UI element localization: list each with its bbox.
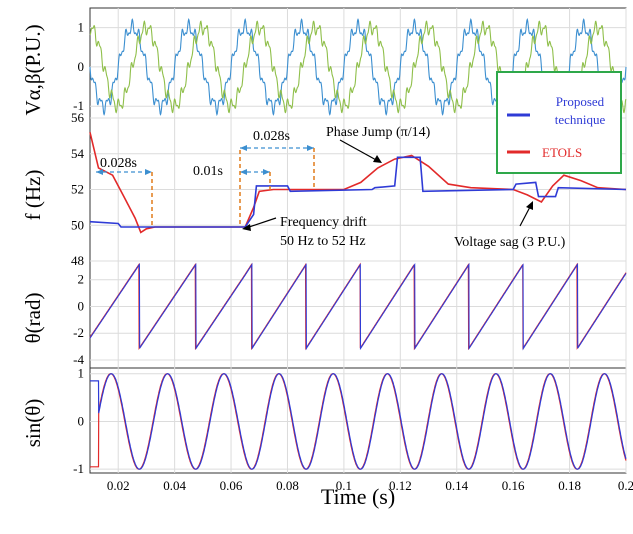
dim-arrow-1a — [96, 169, 103, 175]
phase-jump-arrow-line — [339, 139, 379, 162]
y-tick-1-4: 48 — [71, 253, 84, 268]
y-tick-1-1: 54 — [71, 146, 85, 161]
dim-arrow-2b — [263, 169, 270, 175]
y-tick-1-2: 52 — [71, 182, 84, 197]
x-tick-7: 0.16 — [502, 478, 525, 493]
dim-arrow-3a — [240, 145, 247, 151]
y-axis-label-voltage: Vα,β(P.U.) — [21, 24, 45, 115]
legend-box — [496, 71, 622, 174]
annotation-phase-jump: Phase Jump (π/14) — [326, 125, 431, 140]
x-tick-0: 0.02 — [107, 478, 130, 493]
x-tick-labels: 0.02 0.04 0.06 0.08 0.1 0.12 0.14 0.16 0.18 0.2 — [107, 478, 633, 493]
legend-label-proposed-line2: technique — [555, 112, 606, 127]
phase-series-proposed — [89, 262, 627, 351]
y-tick-0-2: -1 — [73, 98, 84, 113]
y-tick-2-3: -4 — [73, 352, 84, 367]
x-tick-8: 0.18 — [558, 478, 581, 493]
dim-arrow-2a — [240, 169, 247, 175]
x-tick-3: 0.08 — [276, 478, 299, 493]
y-axis-label-phase: θ(rad) — [21, 293, 45, 344]
ylabel-phase: θ(rad) — [21, 293, 45, 344]
x-tick-2: 0.06 — [220, 478, 243, 493]
y-tick-2-2: -2 — [73, 325, 84, 340]
dim-arrow-3b — [307, 145, 314, 151]
y-tick-3-0: 1 — [78, 366, 85, 381]
annotation-d3: 0.028s — [253, 129, 290, 144]
dim-arrow-1b — [145, 169, 152, 175]
legend-label-proposed-line1: Proposed — [556, 94, 605, 109]
annotation-freq-drift-1: Frequency drift — [280, 215, 367, 230]
frequency-series-proposed — [89, 156, 627, 228]
y-tick-1-0: 56 — [71, 110, 85, 125]
y-axis-label-frequency: f (Hz) — [21, 170, 45, 221]
voltage-sag-arrow-line — [519, 204, 532, 227]
voltage-sag-arrow-head — [526, 201, 533, 210]
x-tick-5: 0.12 — [389, 478, 412, 493]
ylabel-voltage: Vα,β(P.U.) — [21, 24, 45, 115]
legend: Proposed technique ETOLS — [496, 71, 622, 174]
legend-label-etols: ETOLS — [542, 145, 582, 160]
voltage-series-alpha — [89, 17, 627, 117]
annotation-d1: 0.028s — [100, 156, 137, 171]
frequency-series-etols — [89, 132, 627, 234]
y-tick-2-0: 2 — [78, 272, 85, 287]
freq-drift-arrow-line — [245, 217, 277, 229]
x-tick-9: 0.2 — [618, 478, 633, 493]
sine-series-proposed — [90, 373, 627, 470]
phase-jump-arrow-head — [373, 155, 382, 163]
y-axis-label-sine: sin(θ) — [21, 399, 45, 448]
frequency-annotations: 0.028s 0.028s 0.01s Phase Jump (π/14) Fr… — [96, 125, 566, 250]
x-tick-1: 0.04 — [163, 478, 186, 493]
ylabel-frequency: f (Hz) — [21, 170, 45, 221]
x-tick-6: 0.14 — [445, 478, 468, 493]
annotation-freq-drift-2: 50 Hz to 52 Hz — [280, 234, 366, 249]
y-tick-3-1: 0 — [78, 413, 85, 428]
voltage-series-beta — [89, 20, 627, 114]
y-tick-0-1: 0 — [78, 59, 85, 74]
plot-curves — [89, 17, 627, 470]
x-axis-label: Time (s) — [321, 484, 395, 509]
x-tick-4: 0.1 — [336, 478, 352, 493]
ylabel-sine: sin(θ) — [21, 399, 45, 448]
y-tick-2-1: 0 — [78, 298, 85, 313]
y-tick-1-3: 50 — [71, 217, 84, 232]
annotation-d2: 0.01s — [193, 164, 223, 179]
y-tick-0-0: 1 — [78, 20, 85, 35]
axes-sine — [89, 367, 627, 474]
freq-drift-arrow-head — [242, 224, 251, 231]
y-tick-3-2: -1 — [73, 461, 84, 476]
annotation-voltage-sag: Voltage sag (3 P.U.) — [454, 235, 566, 250]
